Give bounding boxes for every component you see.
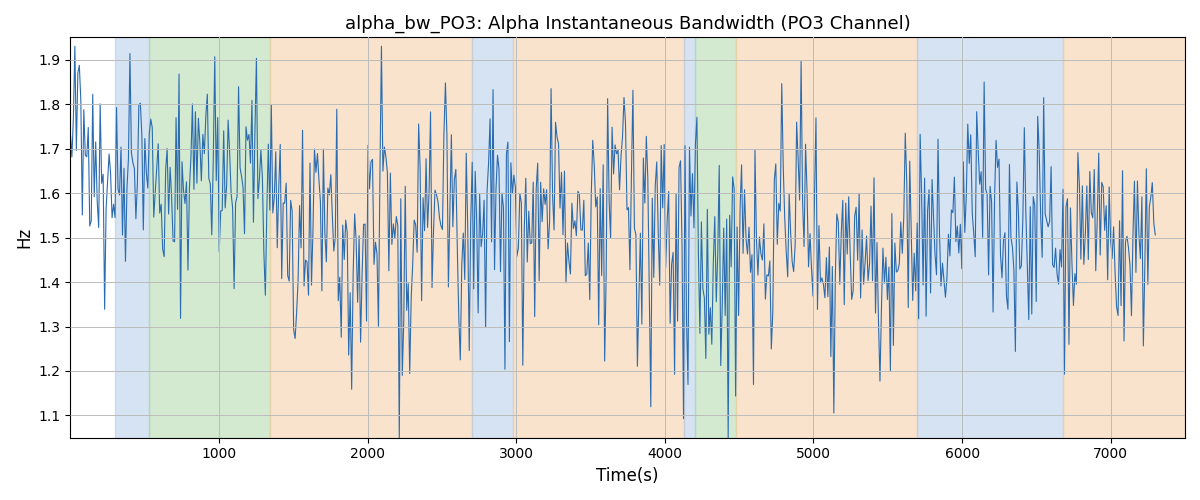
Bar (918, 38, 1063, 438)
Bar (514, 38, 684, 438)
Bar (149, 38, 270, 438)
Bar (684, 38, 695, 438)
Bar (472, 38, 514, 438)
Y-axis label: Hz: Hz (14, 227, 32, 248)
Bar (270, 38, 472, 438)
Bar (115, 38, 149, 438)
Bar (695, 38, 736, 438)
Bar (736, 38, 918, 438)
X-axis label: Time(s): Time(s) (596, 467, 659, 485)
Title: alpha_bw_PO3: Alpha Instantaneous Bandwidth (PO3 Channel): alpha_bw_PO3: Alpha Instantaneous Bandwi… (344, 15, 911, 34)
Bar (1063, 38, 1186, 438)
